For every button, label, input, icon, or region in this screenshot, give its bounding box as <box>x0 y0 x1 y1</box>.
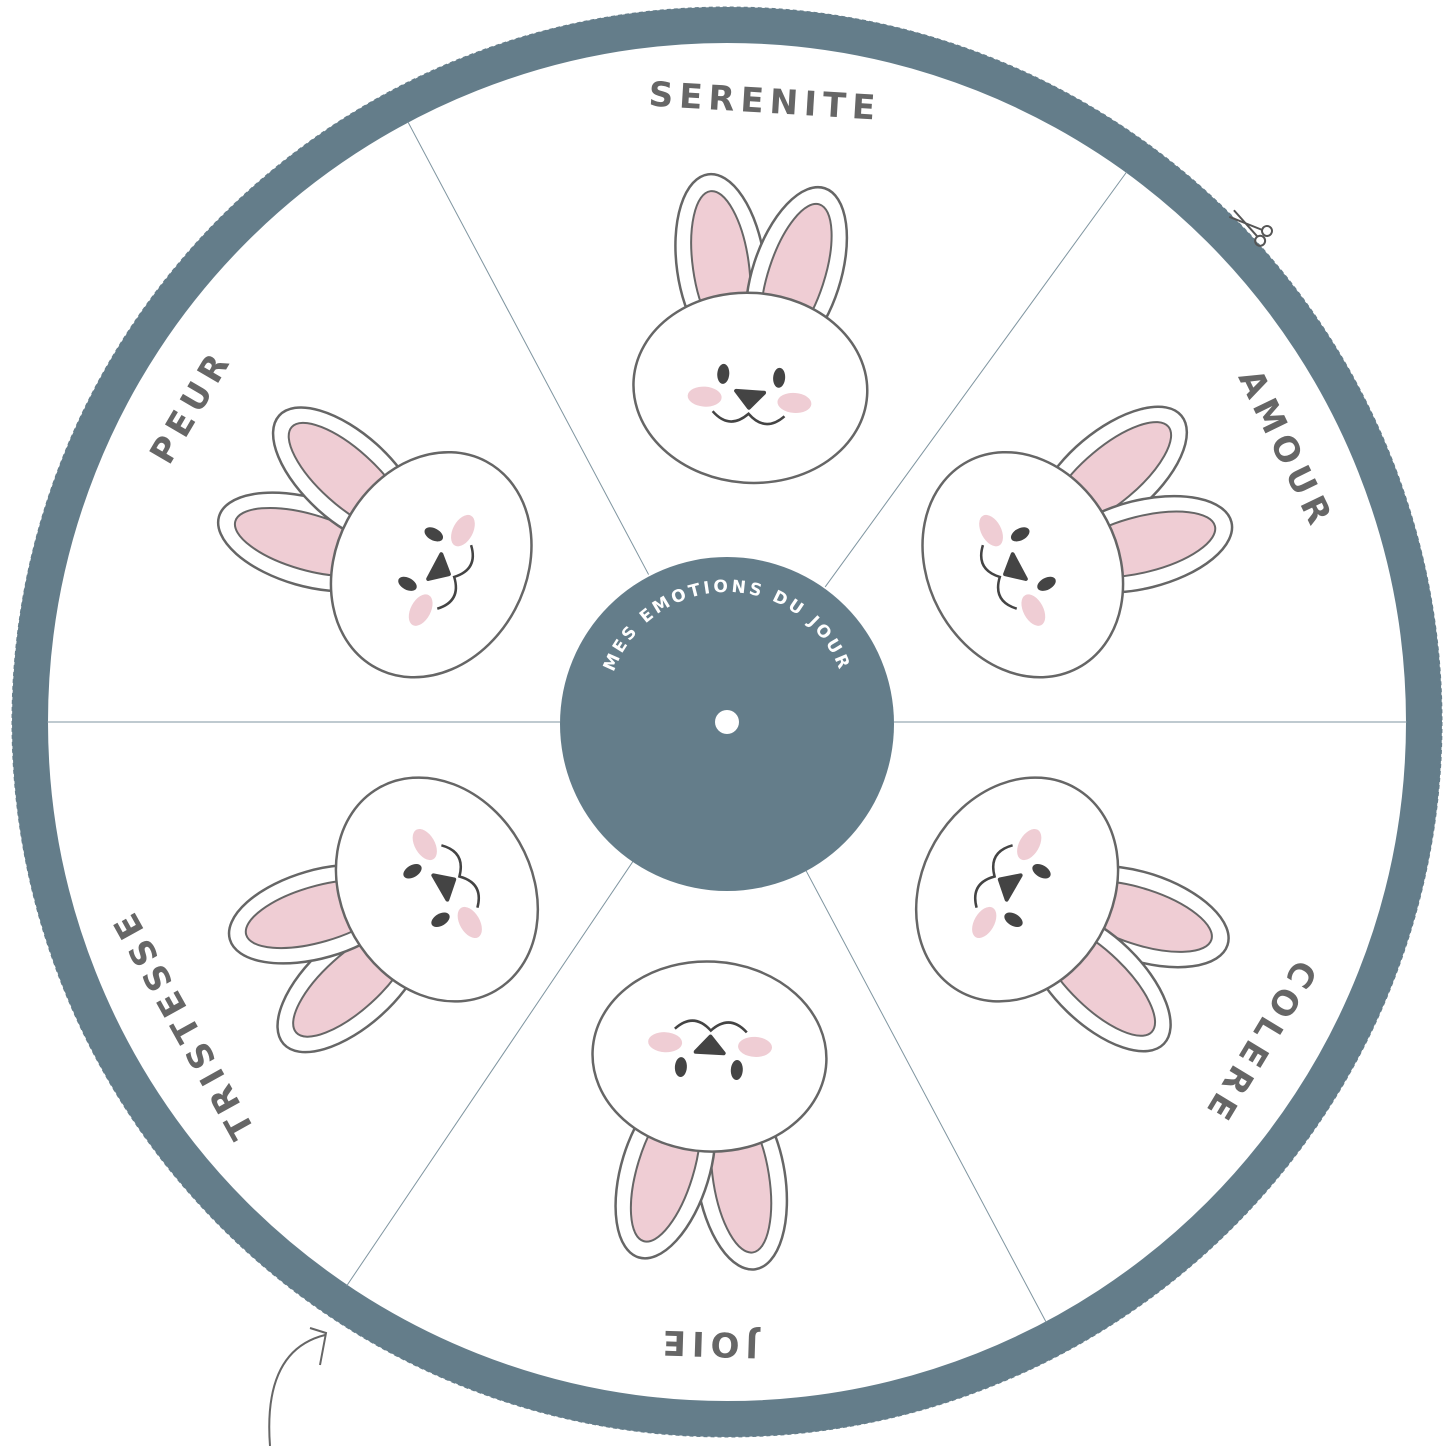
sector-label: JOIE <box>656 1322 761 1365</box>
turn-arrow <box>269 1328 326 1446</box>
center-hole <box>715 710 739 734</box>
emotion-wheel: SERENITEAMOURCOLEREJOIETRISTESSEPEUR MES… <box>0 0 1443 1446</box>
